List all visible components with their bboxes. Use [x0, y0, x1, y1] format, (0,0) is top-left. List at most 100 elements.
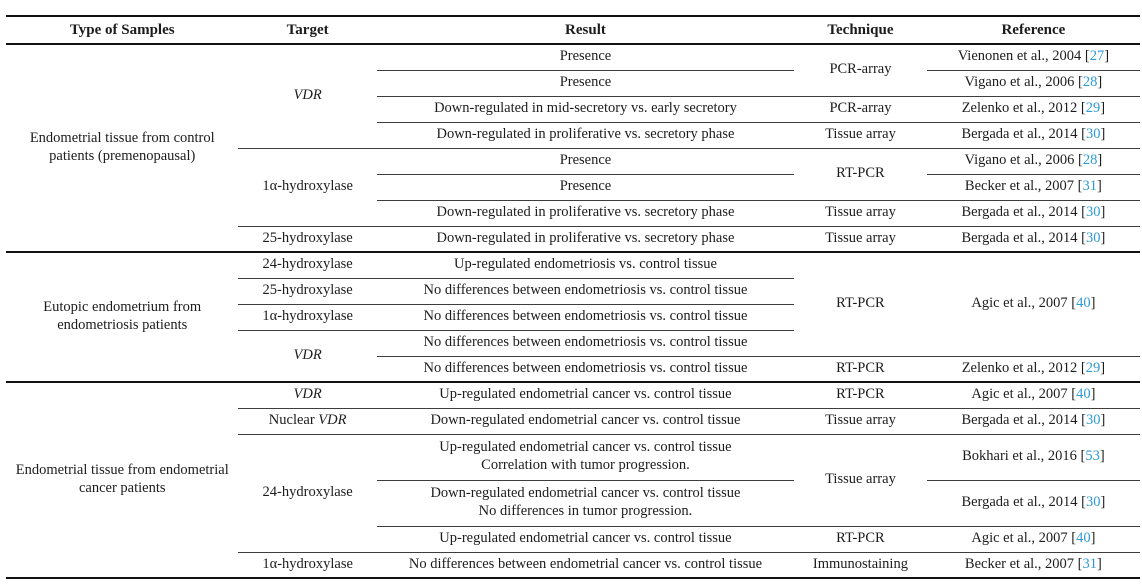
technique-cell: PCR-array: [794, 44, 927, 97]
column-header-result: Result: [376, 15, 795, 45]
citation-link[interactable]: 31: [1082, 178, 1098, 195]
target-cell: VDR: [238, 44, 377, 149]
citation-link[interactable]: 40: [1076, 386, 1091, 403]
column-header-technique: Technique: [794, 15, 927, 45]
target-cell: VDR: [238, 382, 377, 409]
table-row: 25-hydroxylase No differences between end…: [6, 278, 1140, 305]
result-line: No differences between endometriosis vs.…: [423, 334, 748, 351]
citation-link[interactable]: 30: [1086, 494, 1101, 511]
technique-cell: PCR-array: [794, 96, 927, 123]
result-cell: Presence: [376, 174, 795, 201]
citation-link[interactable]: 28: [1082, 152, 1098, 169]
technique-cell: Tissue array: [794, 200, 927, 227]
citation-link[interactable]: 31: [1082, 555, 1098, 572]
table-row: Endometrial tissue from endometrial canc…: [6, 382, 1140, 579]
target-cell: 1α-hydroxylase: [238, 148, 377, 227]
target-cell: 1α-hydroxylase: [238, 552, 377, 579]
reference-cell: Bergada et al., 2014 [30]: [926, 122, 1140, 149]
result-line: Down-regulated in proliferative vs. secr…: [436, 204, 735, 221]
reference-cell: Becker et al., 2007 [31]: [926, 174, 1140, 201]
result-cell: Up-regulated endometrial cancer vs. cont…: [376, 434, 795, 481]
sample-cell: Eutopic endometrium from endometriosis p…: [6, 252, 239, 383]
target-cell: Nuclear VDR: [238, 408, 377, 435]
result-line: Down-regulated in proliferative vs. secr…: [436, 229, 735, 246]
column-header-target: Target: [238, 15, 377, 45]
table-row: Presence Becker et al., 2007 [31]: [6, 174, 1140, 201]
table-body: Endometrial tissue from control patients…: [6, 44, 1140, 579]
reference-cell: Becker et al., 2007 [31]: [926, 552, 1140, 579]
reference-cell: Bergada et al., 2014 [30]: [926, 226, 1140, 253]
table-header: Type of Samples Target Result Technique Refe…: [6, 15, 1140, 45]
column-header-sample: Type of Samples: [6, 15, 239, 45]
citation-link[interactable]: 53: [1085, 448, 1100, 465]
table-row: Down-regulated endometrial cancer vs. co…: [6, 480, 1140, 527]
table-row: 1α-hydroxylase Presence RT-PCR Vigano et al…: [6, 148, 1140, 227]
citation-link[interactable]: 27: [1089, 48, 1105, 65]
result-line: Down-regulated in mid-secretory vs. earl…: [434, 100, 737, 117]
result-line: No differences between endometriosis vs.…: [423, 282, 748, 299]
column-header-reference: Reference: [926, 15, 1140, 45]
target-cell: 25-hydroxylase: [238, 278, 377, 305]
result-line: Presence: [559, 178, 612, 195]
results-table: Type of Samples Target Result Technique Refe…: [6, 15, 1140, 579]
result-cell: No differences between endometriosis vs.…: [376, 330, 795, 357]
citation-link[interactable]: 40: [1076, 295, 1091, 312]
target-cell: 24-hydroxylase: [238, 252, 377, 279]
technique-cell: Immunostaining: [794, 552, 927, 579]
result-cell: No differences between endometriosis vs.…: [376, 356, 795, 383]
reference-cell: Zelenko et al., 2012 [29]: [926, 96, 1140, 123]
result-cell: Up-regulated endometrial cancer vs. cont…: [376, 382, 795, 409]
result-cell: Down-regulated endometrial cancer vs. co…: [376, 408, 795, 435]
reference-cell: Agic et al., 2007 [40]: [926, 526, 1140, 553]
table-row: 1α-hydroxylase No differences between end…: [6, 552, 1140, 579]
target-cell: 25-hydroxylase: [238, 226, 377, 253]
table-row: Eutopic endometrium from endometriosis p…: [6, 252, 1140, 383]
reference-cell: Vigano et al., 2006 [28]: [926, 70, 1140, 97]
result-cell: Down-regulated in mid-secretory vs. earl…: [376, 96, 795, 123]
result-line: Presence: [559, 74, 612, 91]
table-row: Endometrial tissue from control patients…: [6, 44, 1140, 253]
sample-cell: Endometrial tissue from endometrial canc…: [6, 382, 239, 579]
citation-link[interactable]: 29: [1085, 359, 1101, 376]
result-cell: Presence: [376, 70, 795, 97]
result-line: Up-regulated endometrial cancer vs. cont…: [439, 439, 732, 456]
sample-cell: Endometrial tissue from control patients…: [6, 44, 239, 253]
citation-link[interactable]: 30: [1086, 204, 1101, 221]
table-row: Nuclear VDR Down-regulated endometrial ca…: [6, 408, 1140, 435]
reference-cell: Agic et al., 2007 [40]: [926, 252, 1140, 357]
citation-link[interactable]: 30: [1086, 126, 1101, 143]
target-cell: VDR: [238, 330, 377, 383]
result-line: Presence: [559, 48, 612, 65]
table-row: 24-hydroxylase Up-regulated endometrial c…: [6, 434, 1140, 553]
result-line: Down-regulated in proliferative vs. secr…: [436, 126, 735, 143]
result-line: No differences between endometrial cance…: [408, 555, 763, 572]
reference-cell: Agic et al., 2007 [40]: [926, 382, 1140, 409]
technique-cell: RT-PCR: [794, 356, 927, 383]
citation-link[interactable]: 40: [1076, 530, 1091, 547]
reference-cell: Vienonen et al., 2004 [27]: [926, 44, 1140, 71]
result-cell: Presence: [376, 148, 795, 175]
citation-link[interactable]: 30: [1086, 229, 1101, 246]
citation-link[interactable]: 28: [1082, 74, 1098, 91]
target-cell: 24-hydroxylase: [238, 434, 377, 553]
table-row: Up-regulated endometrial cancer vs. cont…: [6, 526, 1140, 553]
result-cell: No differences between endometriosis vs.…: [376, 304, 795, 331]
technique-cell: RT-PCR: [794, 148, 927, 201]
technique-cell: Tissue array: [794, 226, 927, 253]
result-line: Presence: [559, 152, 612, 169]
result-line: Up-regulated endometrial cancer vs. cont…: [439, 530, 732, 547]
reference-cell: Bergada et al., 2014 [30]: [926, 200, 1140, 227]
result-line: Up-regulated endometrial cancer vs. cont…: [439, 386, 732, 403]
citation-link[interactable]: 29: [1085, 100, 1101, 117]
technique-cell: RT-PCR: [794, 382, 927, 409]
citation-link[interactable]: 30: [1086, 412, 1101, 429]
reference-cell: Vigano et al., 2006 [28]: [926, 148, 1140, 175]
result-cell: Down-regulated in proliferative vs. secr…: [376, 122, 795, 149]
header-row: Type of Samples Target Result Technique Refe…: [6, 15, 1140, 45]
reference-cell: Bergada et al., 2014 [30]: [926, 408, 1140, 435]
result-cell: Presence: [376, 44, 795, 71]
technique-cell: RT-PCR: [794, 526, 927, 553]
technique-cell: RT-PCR: [794, 252, 927, 357]
reference-cell: Bergada et al., 2014 [30]: [926, 480, 1140, 527]
